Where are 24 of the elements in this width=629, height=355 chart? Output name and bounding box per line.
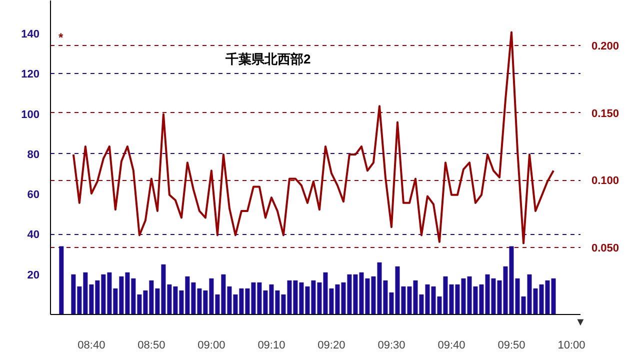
y-tick-label: 60 [27, 189, 40, 202]
x-tick-label: 10:00 [558, 340, 586, 352]
x-tick-label: 09:10 [258, 340, 286, 352]
x-tick-label: 09:50 [498, 340, 526, 352]
y2-tick-label: 0.050 [592, 242, 620, 254]
y-tick-label: 140 [21, 28, 40, 41]
y-tick-label: 100 [21, 108, 40, 121]
text: ▼ [575, 316, 586, 328]
x-tick-label: 09:20 [318, 340, 346, 352]
x-tick-label: 08:50 [138, 340, 166, 352]
y-tick-label: 120 [21, 68, 40, 81]
y-tick-label: 80 [27, 148, 40, 161]
bar [59, 246, 64, 314]
y2-tick-label: 0.200 [592, 40, 620, 53]
annotation: * [58, 30, 64, 44]
x-tick-label: 09:00 [198, 340, 226, 352]
y-tick-label: 20 [27, 269, 40, 282]
y2-tick-label: 0.150 [592, 108, 620, 120]
x-tick-label: 08:40 [78, 340, 106, 352]
x-tick-label: 09:40 [438, 340, 466, 352]
y2-tick-label: 0.100 [592, 175, 620, 188]
x-tick-label: 09:30 [378, 340, 406, 352]
text: 千葉県北西部2 [224, 52, 311, 66]
y-tick-label: 40 [27, 229, 40, 242]
